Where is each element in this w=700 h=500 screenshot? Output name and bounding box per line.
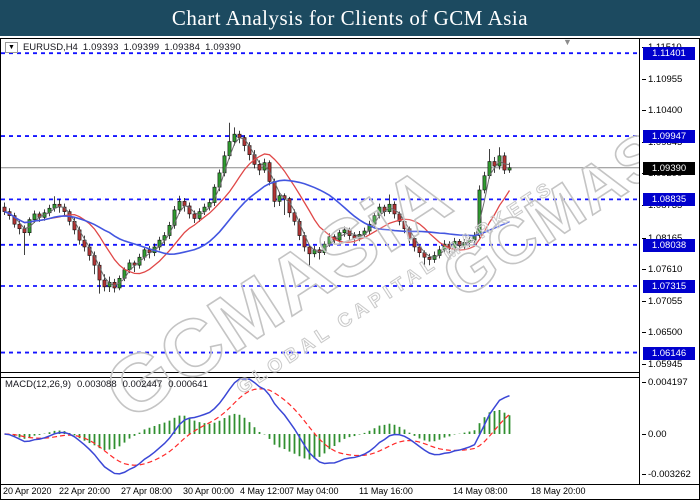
tick-mark: [642, 381, 646, 383]
chart-header: ▼ EURUSD,H4 1.09393 1.09399 1.09384 1.09…: [5, 42, 241, 53]
candle-body: [187, 205, 192, 215]
candle-body: [307, 246, 312, 255]
current-price-badge: 1.09390: [643, 161, 695, 175]
price-tick-label: 1.10955: [642, 74, 682, 85]
panel-separator: [1, 372, 639, 378]
tick-mark: [642, 110, 646, 112]
level-price-badge: 1.07315: [643, 279, 695, 293]
time-axis-label: 22 Apr 20:00: [59, 486, 111, 496]
candle-body: [257, 164, 262, 171]
candle-body: [232, 133, 237, 142]
time-axis-label: 11 May 16:00: [359, 486, 413, 496]
level-price-badge: 1.06146: [643, 346, 695, 360]
slow-ma-line: [4, 179, 510, 255]
candle-body: [277, 195, 282, 202]
candle-body: [457, 240, 462, 247]
tick-mark: [642, 300, 646, 302]
tick-mark: [642, 237, 646, 239]
symbol-dropdown-icon[interactable]: ▼: [5, 42, 18, 53]
candle-body: [17, 223, 22, 230]
candle-body: [492, 161, 497, 167]
candle-body: [507, 167, 512, 171]
level-price-badge: 1.08038: [643, 238, 695, 252]
page-title: Chart Analysis for Clients of GCM Asia: [171, 6, 529, 30]
macd-header: MACD(12,26,9) 0.003088 0.002447 0.000641: [5, 379, 208, 390]
candle-body: [352, 235, 357, 239]
macd-indicator-panel[interactable]: [1, 376, 639, 484]
axis-separator: [1, 484, 699, 485]
macd-tick-label: -0.003262: [642, 469, 691, 480]
candle-body: [97, 264, 102, 281]
candle-body: [297, 221, 302, 236]
candle-body: [427, 256, 432, 260]
macd-signal-value: 0.002447: [122, 379, 163, 390]
candle-body: [292, 212, 297, 222]
macd-tick-label: 0.004197: [642, 377, 688, 388]
macd-label: MACD(12,26,9): [5, 379, 71, 390]
candle-body: [2, 206, 7, 212]
ohlc-low: 1.09384: [164, 42, 201, 53]
candle-body: [237, 133, 242, 138]
time-axis-label: 20 Apr 2020: [3, 486, 52, 496]
level-price-badge: 1.08835: [643, 193, 695, 207]
price-tick-label: 1.08165: [642, 233, 682, 244]
candle-body: [102, 279, 107, 288]
level-price-badge: 1.09947: [643, 130, 695, 144]
candle-body: [172, 209, 177, 226]
candle-body: [192, 213, 197, 219]
macd-value: 0.003088: [77, 379, 117, 390]
price-tick-label: 1.06500: [642, 327, 682, 338]
tick-mark: [642, 332, 646, 334]
price-tick-label: 1.07610: [642, 264, 682, 275]
candle-body: [82, 239, 87, 248]
candle-body: [27, 219, 32, 234]
title-bar: Chart Analysis for Clients of GCM Asia: [0, 0, 700, 36]
mid-ma-line: [4, 153, 511, 275]
candle-body: [202, 206, 207, 212]
macd-line: [4, 378, 510, 475]
candle-body: [107, 281, 112, 288]
candle-body: [22, 228, 27, 234]
time-axis-label: 4 May 12:00: [240, 486, 290, 496]
candle-body: [417, 246, 422, 253]
ohlc-close: 1.09390: [205, 42, 241, 53]
symbol-period-label: EURUSD,H4: [22, 42, 78, 53]
tick-mark: [642, 78, 646, 80]
price-chart[interactable]: [1, 39, 639, 373]
candle-body: [12, 215, 17, 225]
chart-window: GCMASiA GLOBAL CAPITAL MARKETS GCMASiA ▼…: [0, 38, 700, 500]
candle-body: [177, 201, 182, 211]
time-axis-label: 18 May 20:00: [531, 486, 586, 496]
price-scale[interactable]: 1.115101.109551.104001.098451.092901.087…: [639, 39, 699, 484]
candle-body: [342, 229, 347, 234]
price-tick-label: 1.05945: [642, 359, 682, 370]
chart-shift-marker-icon[interactable]: ▼: [563, 38, 572, 47]
ohlc-open: 1.09393: [82, 42, 119, 53]
tick-mark: [642, 269, 646, 271]
candle-body: [57, 203, 62, 208]
time-axis-label: 30 Apr 00:00: [183, 486, 235, 496]
time-axis-label: 27 Apr 08:00: [121, 486, 173, 496]
price-tick-label: 1.10400: [642, 105, 682, 116]
level-price-badge: 1.11401: [643, 47, 695, 61]
time-axis[interactable]: 20 Apr 2020 22 Apr 20:00 27 Apr 08:00 30 Ap…: [1, 486, 699, 499]
tick-mark: [642, 433, 646, 435]
macd-tick-label: 0.00: [642, 429, 667, 440]
time-axis-label: 14 May 08:00: [453, 486, 508, 496]
macd-histogram-value: 0.000641: [168, 379, 208, 390]
candle-body: [222, 155, 227, 174]
signal-line: [4, 388, 510, 466]
candle-body: [477, 189, 482, 236]
tick-mark: [642, 364, 646, 366]
price-tick-label: 1.07055: [642, 296, 682, 307]
candle-body: [287, 198, 292, 214]
candle-body: [32, 213, 37, 220]
candle-body: [482, 175, 487, 191]
ohlc-high: 1.09399: [123, 42, 160, 53]
time-axis-label: 7 May 04:00: [289, 486, 339, 496]
tick-mark: [642, 474, 646, 476]
fast-ma-line: [4, 137, 510, 287]
